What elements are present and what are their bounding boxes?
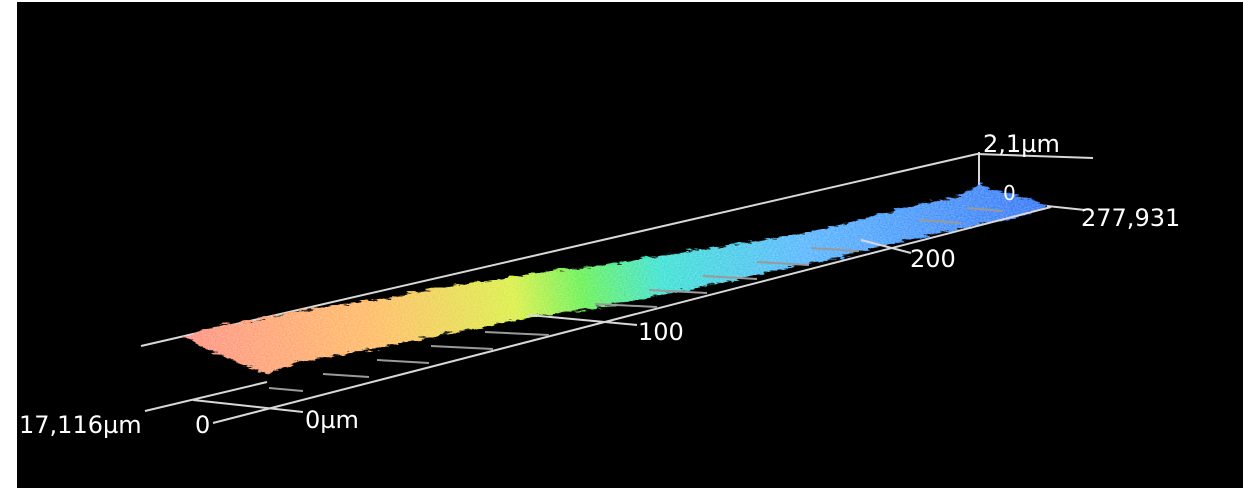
tick-200-leader bbox=[860, 239, 912, 254]
surface-3d-viewport[interactable]: 2,1µm 0 277,931 200 100 0µm 0 17,116µm bbox=[17, 2, 1243, 488]
surface-3d-plot: 2,1µm 0 277,931 200 100 0µm 0 17,116µm bbox=[19, 130, 1180, 439]
x-tick-100-label: 100 bbox=[638, 318, 684, 346]
x-axis-line bbox=[212, 206, 1052, 424]
y-end-label: 17,116µm bbox=[19, 411, 142, 439]
x-tick-200-label: 200 bbox=[910, 245, 956, 273]
x-end-label: 277,931 bbox=[1081, 204, 1180, 232]
x-axis-minor-ticks bbox=[268, 207, 1004, 392]
z-zero-label: 0 bbox=[1003, 181, 1016, 205]
x-end-leader bbox=[1046, 205, 1086, 211]
tick-100-leader bbox=[528, 314, 638, 326]
z-max-label: 2,1µm bbox=[983, 130, 1060, 158]
origin-tick-leader bbox=[192, 399, 304, 413]
origin-y-label: 0 bbox=[195, 411, 210, 439]
y-axis-line bbox=[144, 381, 268, 412]
z-max-tick-line bbox=[976, 153, 1094, 159]
surface-profile bbox=[183, 184, 1047, 374]
origin-x-label: 0µm bbox=[305, 406, 359, 434]
box-top-back-edge bbox=[140, 153, 978, 347]
